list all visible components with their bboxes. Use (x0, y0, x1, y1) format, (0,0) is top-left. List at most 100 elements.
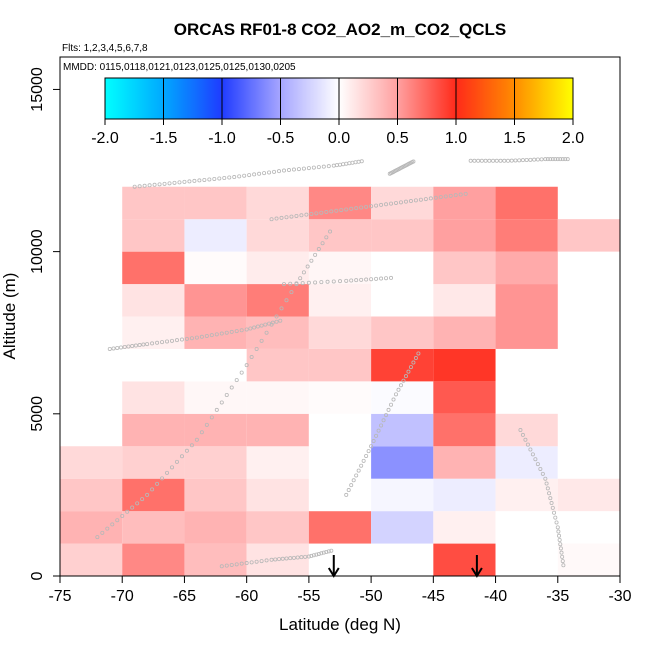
flight-track-point (249, 560, 254, 565)
flight-track-point (197, 178, 202, 183)
flight-track-point (545, 486, 550, 491)
flight-track-point (408, 365, 413, 370)
flight-track-point (316, 551, 321, 556)
heatmap-cell (433, 219, 496, 252)
flight-track-point (556, 529, 561, 534)
flight-track-point (326, 164, 331, 169)
flight-track-point (316, 165, 321, 170)
flight-track-point (389, 402, 394, 407)
flight-track-point (518, 428, 523, 433)
flight-track-point (349, 278, 354, 283)
heatmap-cell (308, 446, 372, 479)
flight-track-point (160, 340, 165, 345)
flight-track-point (301, 166, 306, 171)
flight-track-point (105, 526, 110, 531)
flight-track-point (192, 178, 197, 183)
flight-track-point (120, 513, 125, 518)
heatmap-cell (122, 284, 185, 317)
flight-track-point (286, 168, 291, 173)
heatmap-cell (184, 251, 247, 285)
flight-track-point (549, 501, 554, 506)
colorbar-tick-label: 2.0 (562, 130, 584, 147)
heatmap-cell (433, 316, 496, 349)
flight-track-point (237, 174, 242, 179)
flight-track-point (207, 177, 212, 182)
chart-title: ORCAS RF01-8 CO2_AO2_m_CO2_QCLS (174, 20, 507, 39)
heatmap-cell (495, 413, 558, 447)
flight-track-point (463, 191, 468, 196)
flight-track-point (227, 175, 232, 180)
heatmap-cell (246, 284, 309, 317)
flight-track-point (313, 280, 318, 285)
heatmap-cell (433, 446, 496, 479)
x-axis-label: Latitude (deg N) (279, 615, 401, 634)
flight-track-point (264, 558, 269, 563)
heatmap-cell (495, 543, 558, 576)
flight-track-point (547, 491, 552, 496)
heatmap-cell (433, 348, 496, 382)
flight-track-point (224, 330, 229, 335)
flight-track-point (319, 280, 324, 285)
heatmap-cell (371, 348, 434, 382)
heatmap-cell (495, 478, 558, 512)
flight-track-point (234, 562, 239, 567)
flight-track-point (284, 215, 289, 220)
flight-track-point (398, 200, 403, 205)
flight-track-point (280, 556, 285, 561)
heatmap-cell (122, 251, 185, 285)
heatmap-cell (433, 413, 496, 447)
flight-track-point (324, 235, 329, 240)
flight-track-point (553, 515, 558, 520)
flight-track-point (354, 473, 359, 478)
flight-track-point (219, 564, 224, 569)
flight-track-point (476, 158, 481, 163)
flight-track-point (337, 162, 342, 167)
dates-note: MMDD: 0115,0118,0121,0123,0125,0125,0130… (63, 62, 296, 73)
heatmap-cell (495, 219, 558, 252)
flight-track-point (379, 202, 384, 207)
flight-track-point (137, 343, 142, 348)
flight-track-point (535, 157, 540, 162)
flight-track-point (309, 258, 314, 263)
flight-track-point (498, 158, 503, 163)
flight-track-point (325, 279, 330, 284)
heatmap-cell (433, 381, 496, 414)
flight-track-point (505, 158, 510, 163)
flight-track-point (202, 177, 207, 182)
flight-track-point (379, 276, 384, 281)
flight-track-point (472, 158, 477, 163)
flight-track-point (229, 562, 234, 567)
colorbar: -2.0 -1.5 -1.0 -0.5 0.0 0.5 1.0 1.5 2.0 (91, 77, 584, 147)
heatmap-cell (184, 478, 247, 512)
flight-track-point (229, 385, 234, 390)
flight-track-point (277, 169, 282, 174)
flight-track-point (560, 559, 565, 564)
flight-track-point (341, 162, 346, 167)
flight-track-point (524, 157, 529, 162)
x-tick-label: -45 (422, 588, 445, 605)
colorbar-tick-label: 1.0 (445, 130, 467, 147)
flight-track-point (142, 183, 147, 188)
heatmap-cell (60, 478, 123, 512)
flight-track-point (398, 383, 403, 388)
flight-track-point (295, 555, 300, 560)
flight-track-point (324, 210, 329, 215)
heatmap-cells (60, 186, 620, 576)
flight-track-point (169, 465, 174, 470)
flight-track-point (548, 157, 553, 162)
flight-track-point (199, 334, 204, 339)
flight-track-point (232, 175, 237, 180)
heatmap-cell (184, 413, 247, 447)
flight-track-point (279, 215, 284, 220)
flight-track-point (296, 167, 301, 172)
flight-track-point (229, 329, 234, 334)
flight-track-point (391, 397, 396, 402)
heatmap-cell (495, 251, 558, 285)
flight-track-point (263, 322, 268, 327)
flight-track-point (558, 542, 563, 547)
flight-track-point (520, 158, 525, 163)
heatmap-cell (308, 543, 372, 576)
flight-track-point (133, 343, 138, 348)
flight-track-point (331, 279, 336, 284)
flight-track-point (344, 161, 349, 166)
